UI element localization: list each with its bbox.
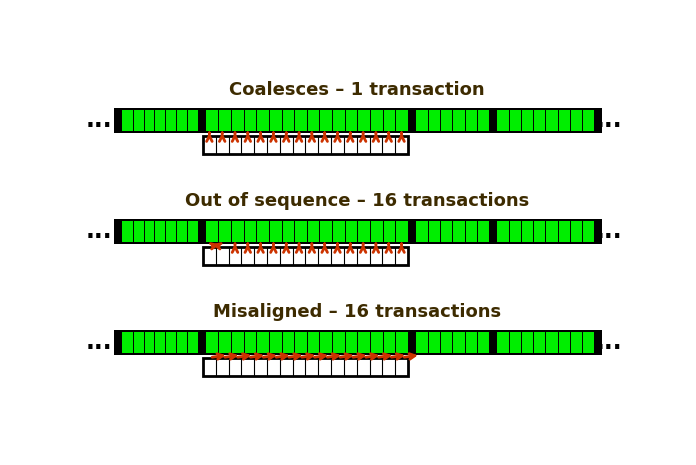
Text: ...: ...	[596, 330, 622, 354]
Bar	[497, 332, 594, 352]
Bar	[416, 110, 489, 131]
Bar	[203, 358, 408, 376]
Bar	[416, 332, 489, 352]
Text: ...: ...	[596, 108, 622, 132]
Bar	[114, 108, 602, 133]
Bar	[114, 330, 602, 355]
Text: Out of sequence – 16 transactions: Out of sequence – 16 transactions	[184, 192, 529, 210]
Text: Coalesces – 1 transaction: Coalesces – 1 transaction	[229, 81, 484, 99]
Text: Misaligned – 16 transactions: Misaligned – 16 transactions	[213, 303, 500, 321]
Text: ...: ...	[86, 108, 112, 132]
Text: ...: ...	[596, 219, 622, 243]
Bar	[497, 110, 594, 131]
Bar	[206, 221, 408, 242]
Bar	[206, 110, 408, 131]
Bar	[122, 332, 198, 352]
Bar	[206, 332, 408, 352]
Text: ...: ...	[86, 330, 112, 354]
Bar	[203, 246, 408, 265]
Bar	[122, 221, 198, 242]
Bar	[497, 221, 594, 242]
Bar	[114, 219, 602, 244]
Bar	[122, 110, 198, 131]
Text: ...: ...	[86, 219, 112, 243]
Bar	[416, 221, 489, 242]
Bar	[203, 136, 408, 154]
